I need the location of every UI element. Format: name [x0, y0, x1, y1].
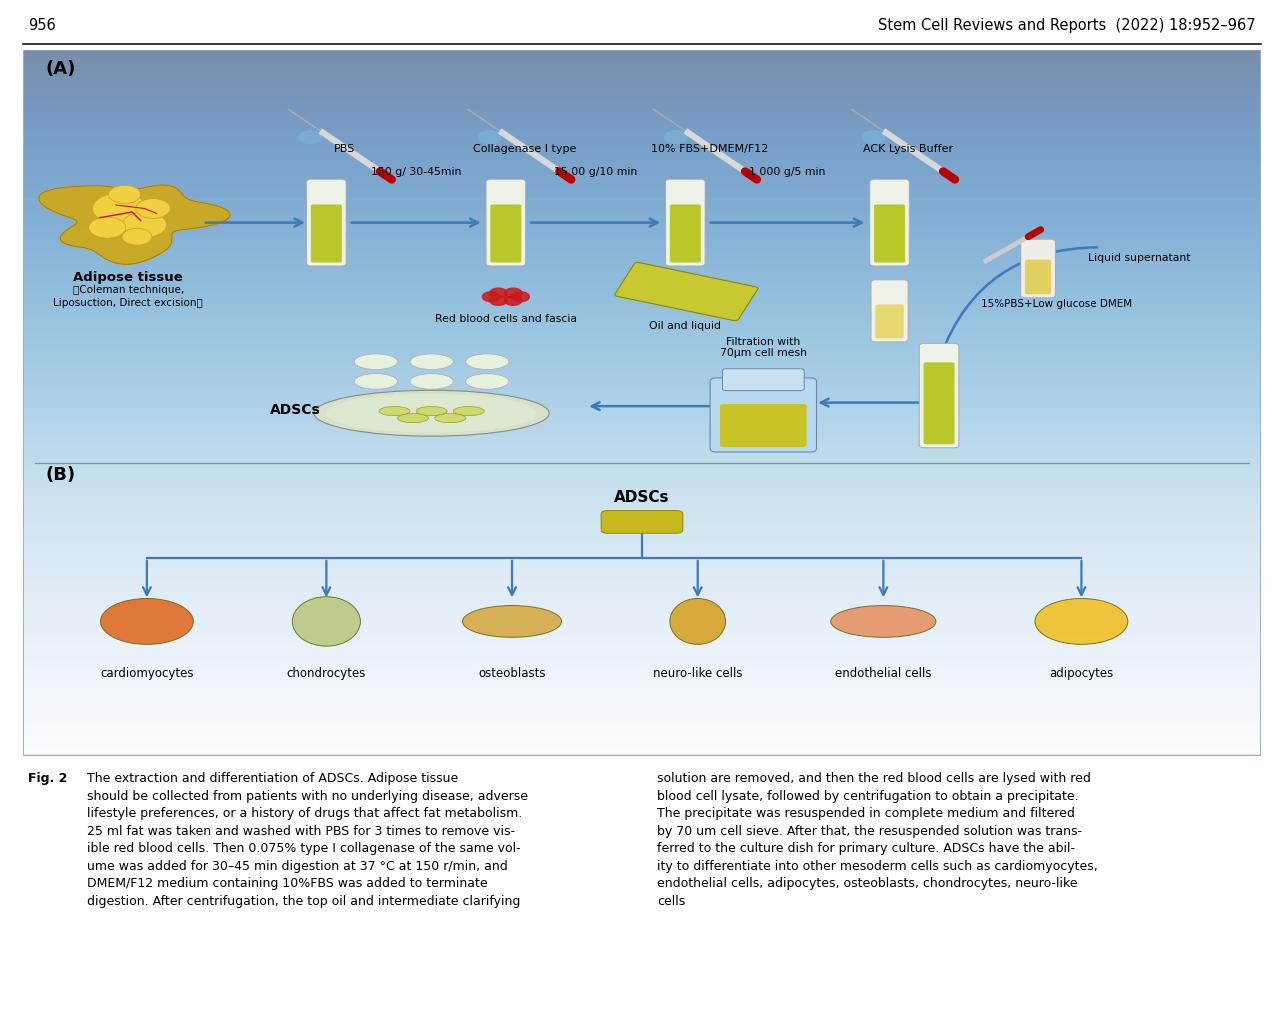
- Circle shape: [489, 295, 507, 305]
- FancyBboxPatch shape: [871, 279, 908, 342]
- Circle shape: [483, 292, 499, 301]
- Text: 15%PBS+Low glucose DMEM: 15%PBS+Low glucose DMEM: [981, 299, 1132, 308]
- Circle shape: [489, 288, 507, 298]
- Ellipse shape: [379, 407, 410, 416]
- Circle shape: [109, 185, 141, 204]
- FancyBboxPatch shape: [876, 304, 904, 338]
- FancyBboxPatch shape: [490, 205, 521, 263]
- FancyBboxPatch shape: [1025, 260, 1052, 294]
- Text: cardiomyocytes: cardiomyocytes: [100, 668, 194, 680]
- FancyBboxPatch shape: [615, 262, 758, 321]
- Text: 956: 956: [28, 19, 56, 33]
- Text: 15 00 g/10 min: 15 00 g/10 min: [553, 167, 637, 177]
- FancyBboxPatch shape: [869, 179, 909, 266]
- Circle shape: [505, 288, 521, 298]
- Circle shape: [863, 130, 885, 144]
- Text: Fig. 2: Fig. 2: [28, 772, 68, 786]
- Ellipse shape: [293, 597, 361, 646]
- FancyBboxPatch shape: [923, 362, 954, 444]
- Text: neuro-like cells: neuro-like cells: [654, 668, 742, 680]
- FancyBboxPatch shape: [1021, 239, 1055, 298]
- FancyBboxPatch shape: [307, 179, 347, 266]
- FancyBboxPatch shape: [720, 404, 806, 447]
- Circle shape: [665, 130, 687, 144]
- Text: Liquid supernatant: Liquid supernatant: [1088, 253, 1190, 263]
- Text: adipocytes: adipocytes: [1049, 668, 1113, 680]
- Text: (B): (B): [45, 466, 76, 484]
- Text: Collagenase I type: Collagenase I type: [473, 144, 577, 154]
- Ellipse shape: [453, 407, 484, 416]
- Circle shape: [505, 295, 521, 305]
- Text: Adipose tissue: Adipose tissue: [73, 270, 184, 284]
- Text: chondrocytes: chondrocytes: [286, 668, 366, 680]
- FancyBboxPatch shape: [665, 179, 705, 266]
- Ellipse shape: [670, 598, 725, 645]
- Text: endothelial cells: endothelial cells: [835, 668, 932, 680]
- FancyBboxPatch shape: [311, 205, 342, 263]
- Ellipse shape: [315, 390, 550, 436]
- Ellipse shape: [354, 374, 398, 389]
- Ellipse shape: [326, 393, 537, 433]
- Ellipse shape: [354, 354, 398, 369]
- Ellipse shape: [1035, 598, 1127, 645]
- Circle shape: [136, 199, 171, 218]
- Ellipse shape: [831, 605, 936, 638]
- Ellipse shape: [466, 354, 508, 369]
- Text: Red blood cells and fascia: Red blood cells and fascia: [435, 315, 577, 324]
- Text: 150 g/ 30-45min: 150 g/ 30-45min: [371, 167, 461, 177]
- Ellipse shape: [100, 598, 194, 645]
- Text: The extraction and differentiation of ADSCs. Adipose tissue
should be collected : The extraction and differentiation of AD…: [87, 772, 528, 908]
- Ellipse shape: [435, 414, 466, 422]
- Circle shape: [89, 217, 126, 238]
- FancyBboxPatch shape: [670, 205, 701, 263]
- FancyBboxPatch shape: [919, 344, 959, 448]
- FancyBboxPatch shape: [723, 368, 804, 390]
- FancyBboxPatch shape: [710, 378, 817, 452]
- Ellipse shape: [398, 414, 429, 422]
- Text: ACK Lysis Buffer: ACK Lysis Buffer: [863, 144, 953, 154]
- Text: PBS: PBS: [334, 144, 356, 154]
- Text: Oil and liquid: Oil and liquid: [650, 322, 722, 331]
- Text: Filtration with
70μm cell mesh: Filtration with 70μm cell mesh: [720, 336, 806, 358]
- Text: (A): (A): [45, 60, 76, 79]
- Text: osteoblasts: osteoblasts: [478, 668, 546, 680]
- Circle shape: [479, 130, 501, 144]
- Text: solution are removed, and then the red blood cells are lysed with red
blood cell: solution are removed, and then the red b…: [657, 772, 1098, 908]
- Circle shape: [299, 130, 322, 144]
- Text: ADSCs: ADSCs: [614, 491, 670, 505]
- FancyBboxPatch shape: [874, 205, 905, 263]
- FancyBboxPatch shape: [601, 510, 683, 533]
- Ellipse shape: [410, 374, 453, 389]
- Circle shape: [122, 212, 167, 237]
- Ellipse shape: [462, 605, 561, 638]
- Polygon shape: [39, 185, 230, 264]
- FancyBboxPatch shape: [487, 179, 525, 266]
- Circle shape: [122, 229, 152, 245]
- Text: ADSCs: ADSCs: [270, 403, 321, 417]
- Ellipse shape: [416, 407, 447, 416]
- Ellipse shape: [466, 374, 508, 389]
- Text: 10% FBS+DMEM/F12: 10% FBS+DMEM/F12: [651, 144, 769, 154]
- Circle shape: [92, 193, 146, 224]
- Text: （Coleman technique,
Liposuction, Direct excision）: （Coleman technique, Liposuction, Direct …: [54, 285, 203, 308]
- Circle shape: [512, 292, 529, 301]
- Ellipse shape: [410, 354, 453, 369]
- Text: 1 000 g/5 min: 1 000 g/5 min: [750, 167, 826, 177]
- Text: Stem Cell Reviews and Reports  (2022) 18:952–967: Stem Cell Reviews and Reports (2022) 18:…: [878, 19, 1256, 33]
